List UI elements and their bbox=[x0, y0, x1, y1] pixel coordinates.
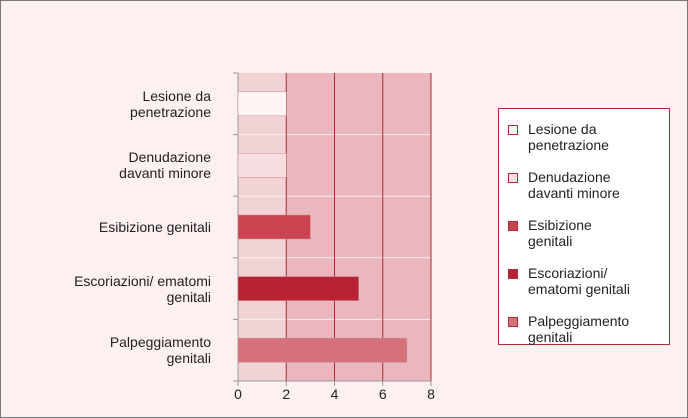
x-tick-label: 0 bbox=[234, 386, 242, 402]
y-tick-label: Lesione da penetrazione bbox=[130, 87, 211, 120]
legend-label: Esibizione genitali bbox=[528, 217, 592, 249]
legend-swatch bbox=[508, 317, 518, 327]
x-tick-label: 6 bbox=[379, 386, 387, 402]
y-tick-label: Palpeggiamento genitali bbox=[109, 334, 211, 367]
x-tick-label: 2 bbox=[282, 386, 290, 402]
x-tick-label: 8 bbox=[427, 386, 435, 402]
legend-swatch bbox=[508, 125, 518, 135]
legend-swatch bbox=[508, 173, 518, 183]
y-tick-label: Esibizione genitali bbox=[98, 219, 211, 235]
bar bbox=[237, 276, 359, 301]
legend-swatch bbox=[508, 269, 518, 279]
bar bbox=[237, 153, 287, 178]
legend-label: Palpeggiamento genitali bbox=[528, 313, 630, 345]
y-tick-label: Denudazione davanti minore bbox=[119, 149, 211, 182]
legend-label: Denudazione davanti minore bbox=[528, 169, 620, 201]
legend-label: Lesione da penetrazione bbox=[528, 121, 609, 153]
legend-swatch bbox=[508, 221, 518, 231]
x-tick-label: 4 bbox=[331, 386, 339, 402]
bar bbox=[237, 91, 287, 117]
bar bbox=[237, 214, 311, 240]
bar bbox=[237, 337, 408, 363]
legend-label: Escoriazioni/ ematomi genitali bbox=[528, 265, 630, 297]
legend bbox=[498, 108, 670, 345]
y-tick-label: Escoriazioni/ ematomi genitali bbox=[74, 272, 211, 305]
